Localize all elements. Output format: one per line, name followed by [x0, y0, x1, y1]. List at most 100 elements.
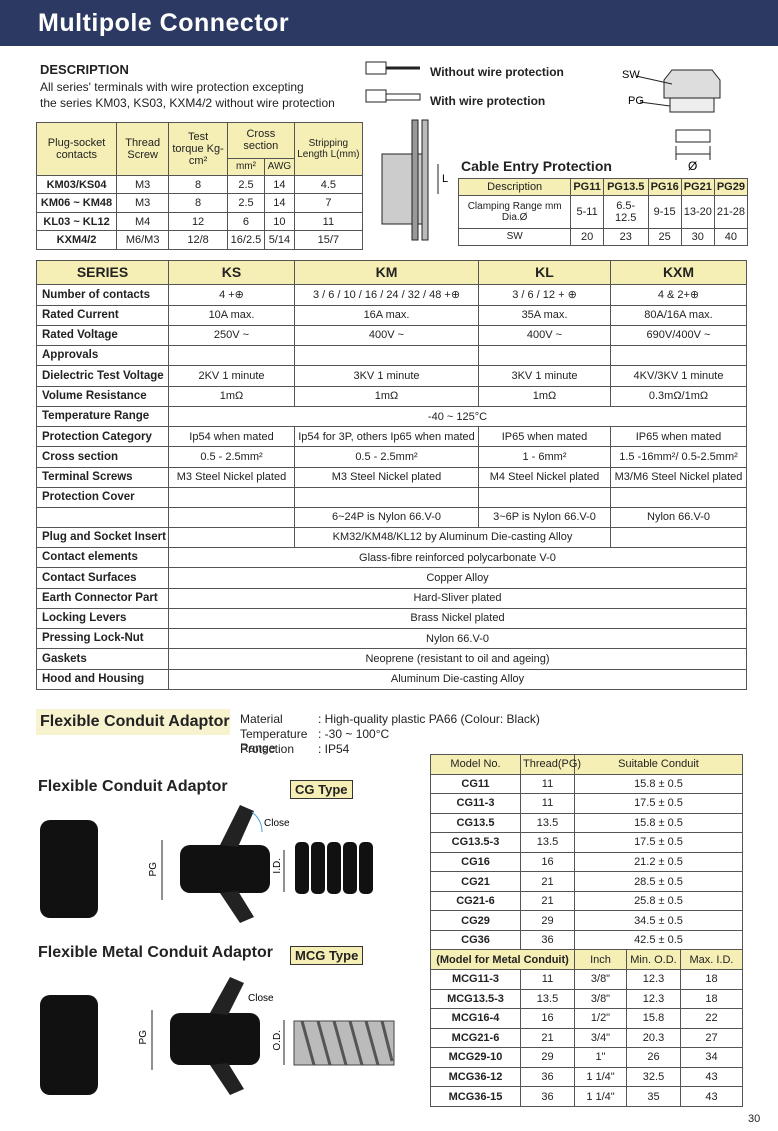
cell: KM06 ~ KM48: [35, 193, 118, 213]
cell: 1 1/4": [574, 1066, 627, 1088]
legend-text: With wire protection: [430, 94, 546, 108]
series-table: SERIES KS KM KL KXM Number of contacts 4 +⊕ 3 /…: [36, 259, 747, 691]
empty-cell: [294, 345, 479, 367]
description-heading: DESCRIPTION: [40, 62, 129, 77]
cell: 3~6P is Nylon 66.V-0: [478, 507, 611, 528]
cell: 13-20: [680, 195, 715, 229]
cell: 11: [520, 969, 575, 990]
cell: CG13.5: [430, 812, 521, 834]
cell: MCG13.5-3: [430, 988, 521, 1010]
cell: 34.5 ± 0.5: [574, 910, 743, 931]
spec-row: Temperature Range : -30 ~ 100°C: [240, 727, 540, 755]
cell: KM03/KS04: [35, 174, 118, 195]
cell: 12.3: [626, 988, 681, 1010]
cell: 29: [520, 910, 575, 931]
cell: Earth Connector Part: [36, 587, 169, 609]
spec-label: Temperature Range: [240, 727, 308, 755]
cell: 1 1/4": [574, 1086, 627, 1107]
cell: PG21: [680, 177, 715, 197]
diagram-label: SW: [622, 69, 640, 81]
cell: Hard-Sliver plated: [168, 587, 747, 609]
spec-value: : -30 ~ 100°C: [318, 727, 390, 741]
cell: Thread(PG): [520, 754, 581, 775]
cell: M4: [116, 211, 170, 232]
cell: 250V ~: [168, 324, 295, 347]
table-row: CG21 21 28.5 ± 0.5: [430, 871, 743, 892]
table-row: MCG29-10 29 1" 26 34: [430, 1047, 743, 1068]
cell: Protection Category: [36, 426, 169, 448]
empty-cell: [478, 487, 611, 509]
section-heading: Flexible Conduit Adaptor: [40, 713, 230, 730]
empty-cell: [168, 507, 295, 528]
cell: CG36: [430, 929, 521, 951]
cell: 20: [570, 227, 604, 247]
figure-label: PG: [138, 1030, 149, 1045]
cell: 21.2 ± 0.5: [574, 851, 743, 873]
cell: Gaskets: [36, 648, 169, 670]
cell: Pressing Lock-Nut: [36, 628, 169, 650]
cell: IP65 when mated: [478, 426, 611, 448]
cell: 16/2.5: [226, 230, 266, 250]
cell: Volume Resistance: [36, 385, 169, 407]
cell: M4 Steel Nickel plated: [478, 466, 611, 489]
table-row: KM06 ~ KM48 M3 8 2.5 14 7: [35, 193, 364, 213]
cell: KXM: [610, 259, 747, 286]
cell: 1mΩ: [168, 385, 295, 407]
cell: 0.5 - 2.5mm²: [294, 446, 479, 468]
table-row: KL03 ~ KL12 M4 12 6 10 11: [35, 211, 364, 232]
page-number: 30: [748, 1113, 761, 1125]
legend-text: Without wire protection: [430, 65, 564, 79]
cell: MCG36-12: [430, 1066, 521, 1088]
cell: 18: [680, 969, 743, 990]
cell: 10: [264, 211, 295, 232]
spec-value: : IP54: [318, 742, 350, 756]
description-line: the series KM03, KS03, KXM4/2 without wi…: [40, 96, 335, 110]
cell: Locking Levers: [36, 607, 169, 630]
cell: 36: [520, 1086, 575, 1107]
table-row: CG11-3 11 17.5 ± 0.5: [430, 793, 743, 814]
cell: 5/14: [264, 230, 295, 250]
cell: 4 +⊕: [168, 284, 295, 306]
table-row: Cross section 0.5 - 2.5mm² 0.5 - 2.5mm² 1 -…: [36, 446, 747, 468]
table-row: Protection Category Ip54 when mated Ip54 f…: [36, 426, 747, 448]
table: Description PG11 PG13.5 PG16 PG21 PG29 Clampin…: [457, 177, 749, 247]
cell: 6: [226, 211, 266, 232]
cell: SW: [457, 227, 572, 247]
cell: 21: [520, 1027, 575, 1049]
cell: SERIES: [36, 259, 169, 286]
figure-title: Flexible Metal Conduit Adaptor: [38, 944, 273, 961]
cell: 4.5: [293, 174, 364, 195]
cell: CG21: [430, 871, 521, 892]
cell: 17.5 ± 0.5: [574, 832, 743, 853]
cell: Copper Alloy: [168, 567, 747, 589]
table-row: (Model for Metal Conduit) Inch Min. O.D. Ma…: [430, 949, 743, 971]
gland-diagram: SW PG Ø: [622, 69, 721, 173]
cell: 21-28: [713, 195, 749, 229]
cell: Ip54 for 3P, others Ip65 when mated: [294, 426, 479, 448]
empty-cell: [478, 345, 611, 367]
cell: 2KV 1 minute: [168, 365, 295, 387]
cell: KL03 ~ KL12: [35, 211, 118, 232]
type-tag: MCG Type: [290, 946, 364, 965]
table-body: Model No. Thread(PG) Suitable Conduit CG11 1…: [430, 754, 743, 1107]
cell: Terminal Screws: [36, 466, 169, 489]
table-row: Dielectric Test Voltage 2KV 1 minute 3KV 1…: [36, 365, 747, 387]
cell: KM32/KM48/KL12 by Aluminum Die-casting A…: [294, 526, 611, 549]
cell: CG21-6: [430, 890, 521, 912]
figure-title: Flexible Conduit Adaptor: [38, 778, 228, 795]
cell: 9-15: [647, 195, 682, 229]
cell: 14: [264, 193, 295, 213]
cell: Cross section: [226, 122, 295, 159]
table-row: MCG36-15 36 1 1/4" 35 43: [430, 1086, 743, 1107]
cell: 8: [168, 174, 228, 195]
table-row: CG11 11 15.8 ± 0.5: [430, 773, 743, 795]
cell: Rated Voltage: [36, 324, 169, 347]
cell: MCG36-15: [430, 1086, 521, 1107]
table-row: Gaskets Neoprene (resistant to oil and ag…: [36, 648, 747, 670]
cell: 16: [520, 851, 575, 873]
cell: 23: [602, 227, 649, 247]
cell: 4 & 2+⊕: [610, 284, 747, 306]
empty-cell: [36, 507, 169, 528]
cell: 10A max.: [168, 304, 295, 326]
